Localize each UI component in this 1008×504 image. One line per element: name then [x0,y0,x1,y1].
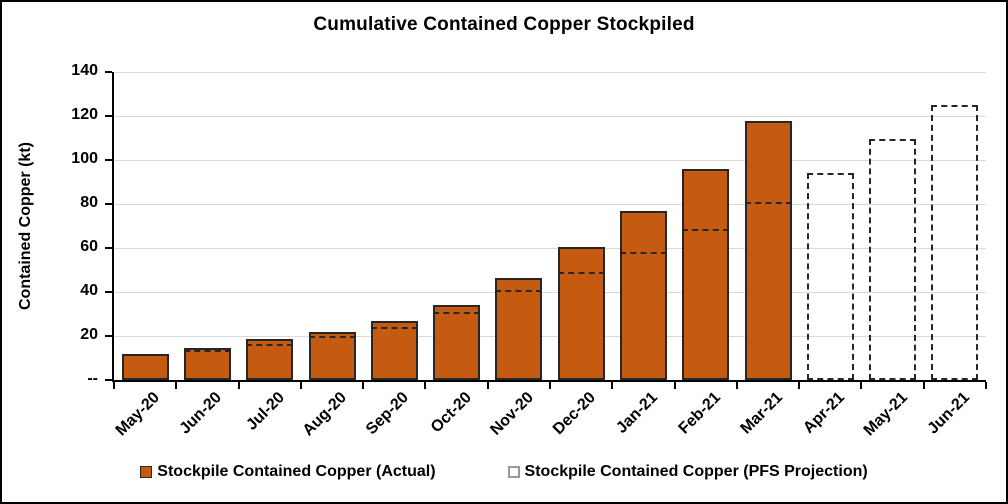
legend-label-projection: Stockpile Contained Copper (PFS Projecti… [524,463,868,480]
bar-actual-Dec-20 [557,247,605,380]
bar-projection-Jul-20 [246,344,294,380]
y-tick-label-40: 40 [80,282,98,299]
bar-projection-Dec-20 [557,272,605,380]
gridline-40 [114,291,986,293]
x-category-label-Dec-20: Dec-20 [550,389,600,439]
bar-projection-Jan-21 [619,252,667,380]
x-category-label-May-20: May-20 [112,389,164,440]
x-category-label-Feb-21: Feb-21 [675,389,724,438]
x-category-label-Jul-20: Jul-20 [242,389,288,434]
bar-projection-May-20 [121,354,169,380]
x-category-label-Oct-20: Oct-20 [427,389,475,437]
bar-projection-Nov-20 [495,290,543,380]
y-tick-mark-20 [105,335,112,337]
y-tick-mark-100 [105,159,112,161]
bar-projection-Apr-21 [806,173,854,380]
x-tick-mark-13 [922,382,925,389]
y-tick-mark-140 [105,71,112,73]
x-tick-mark-0 [113,382,115,389]
y-tick-mark-80 [105,203,112,205]
gridline-120 [114,115,986,117]
y-tick-mark-0 [105,379,112,381]
legend-swatch-actual-icon [140,466,153,478]
bar-projection-Jun-20 [183,350,231,380]
x-tick-mark-3 [299,382,302,389]
x-tick-mark-2 [237,382,240,389]
x-category-label-Jun-21: Jun-21 [924,389,973,438]
legend-label-actual: Stockpile Contained Copper (Actual) [157,463,436,480]
gridline-20 [114,335,986,337]
y-tick-mark-60 [105,247,112,249]
legend-item-actual: Stockpile Contained Copper (Actual) [140,463,436,481]
y-tick-label-20: 20 [80,326,98,343]
bar-projection-Feb-21 [682,229,730,380]
bar-projection-Aug-20 [308,336,356,380]
y-tick-label-140: 140 [71,62,98,79]
gridline-60 [114,247,986,249]
x-tick-mark-4 [362,382,365,389]
legend-item-projection: Stockpile Contained Copper (PFS Projecti… [507,463,868,481]
x-tick-mark-1 [175,382,178,389]
x-tick-mark-10 [735,382,738,389]
bar-projection-Oct-20 [433,312,481,380]
x-tick-mark-6 [486,382,489,389]
x-category-label-May-21: May-21 [860,389,911,440]
x-category-label-Jun-20: Jun-20 [176,389,226,438]
x-tick-mark-14 [985,382,987,389]
bar-projection-Mar-21 [744,202,792,380]
y-tick-label-60: 60 [80,238,98,255]
x-category-label-Mar-21: Mar-21 [737,389,787,438]
legend-swatch-projection-icon [507,466,520,478]
x-tick-mark-8 [611,382,614,389]
y-tick-label-100: 100 [71,150,98,167]
x-category-label-Aug-20: Aug-20 [299,389,351,440]
bar-projection-Sep-20 [370,327,418,380]
legend: Stockpile Contained Copper (Actual) Stoc… [2,463,1006,481]
x-category-label-Sep-20: Sep-20 [363,389,413,439]
chart-title: Cumulative Contained Copper Stockpiled [313,14,695,35]
x-category-label-Apr-21: Apr-21 [800,389,849,437]
x-tick-mark-5 [424,382,427,389]
x-tick-mark-12 [860,382,863,389]
x-category-label-Nov-20: Nov-20 [487,389,537,439]
x-tick-mark-9 [673,382,676,389]
x-tick-mark-11 [798,382,801,389]
gridline-140 [114,71,986,73]
x-category-label-Jan-21: Jan-21 [613,389,662,437]
y-tick-label-120: 120 [71,106,98,123]
gridline-100 [114,159,986,161]
plot-area [105,71,987,389]
y-tick-mark-40 [105,291,112,293]
bar-projection-Jun-21 [931,105,979,380]
x-tick-mark-7 [549,382,551,389]
bar-projection-May-21 [869,139,917,380]
y-tick-label-80: 80 [80,194,98,211]
y-tick-mark-120 [105,115,112,117]
y-tick-label-0: -- [87,370,98,387]
gridline-80 [114,203,986,205]
